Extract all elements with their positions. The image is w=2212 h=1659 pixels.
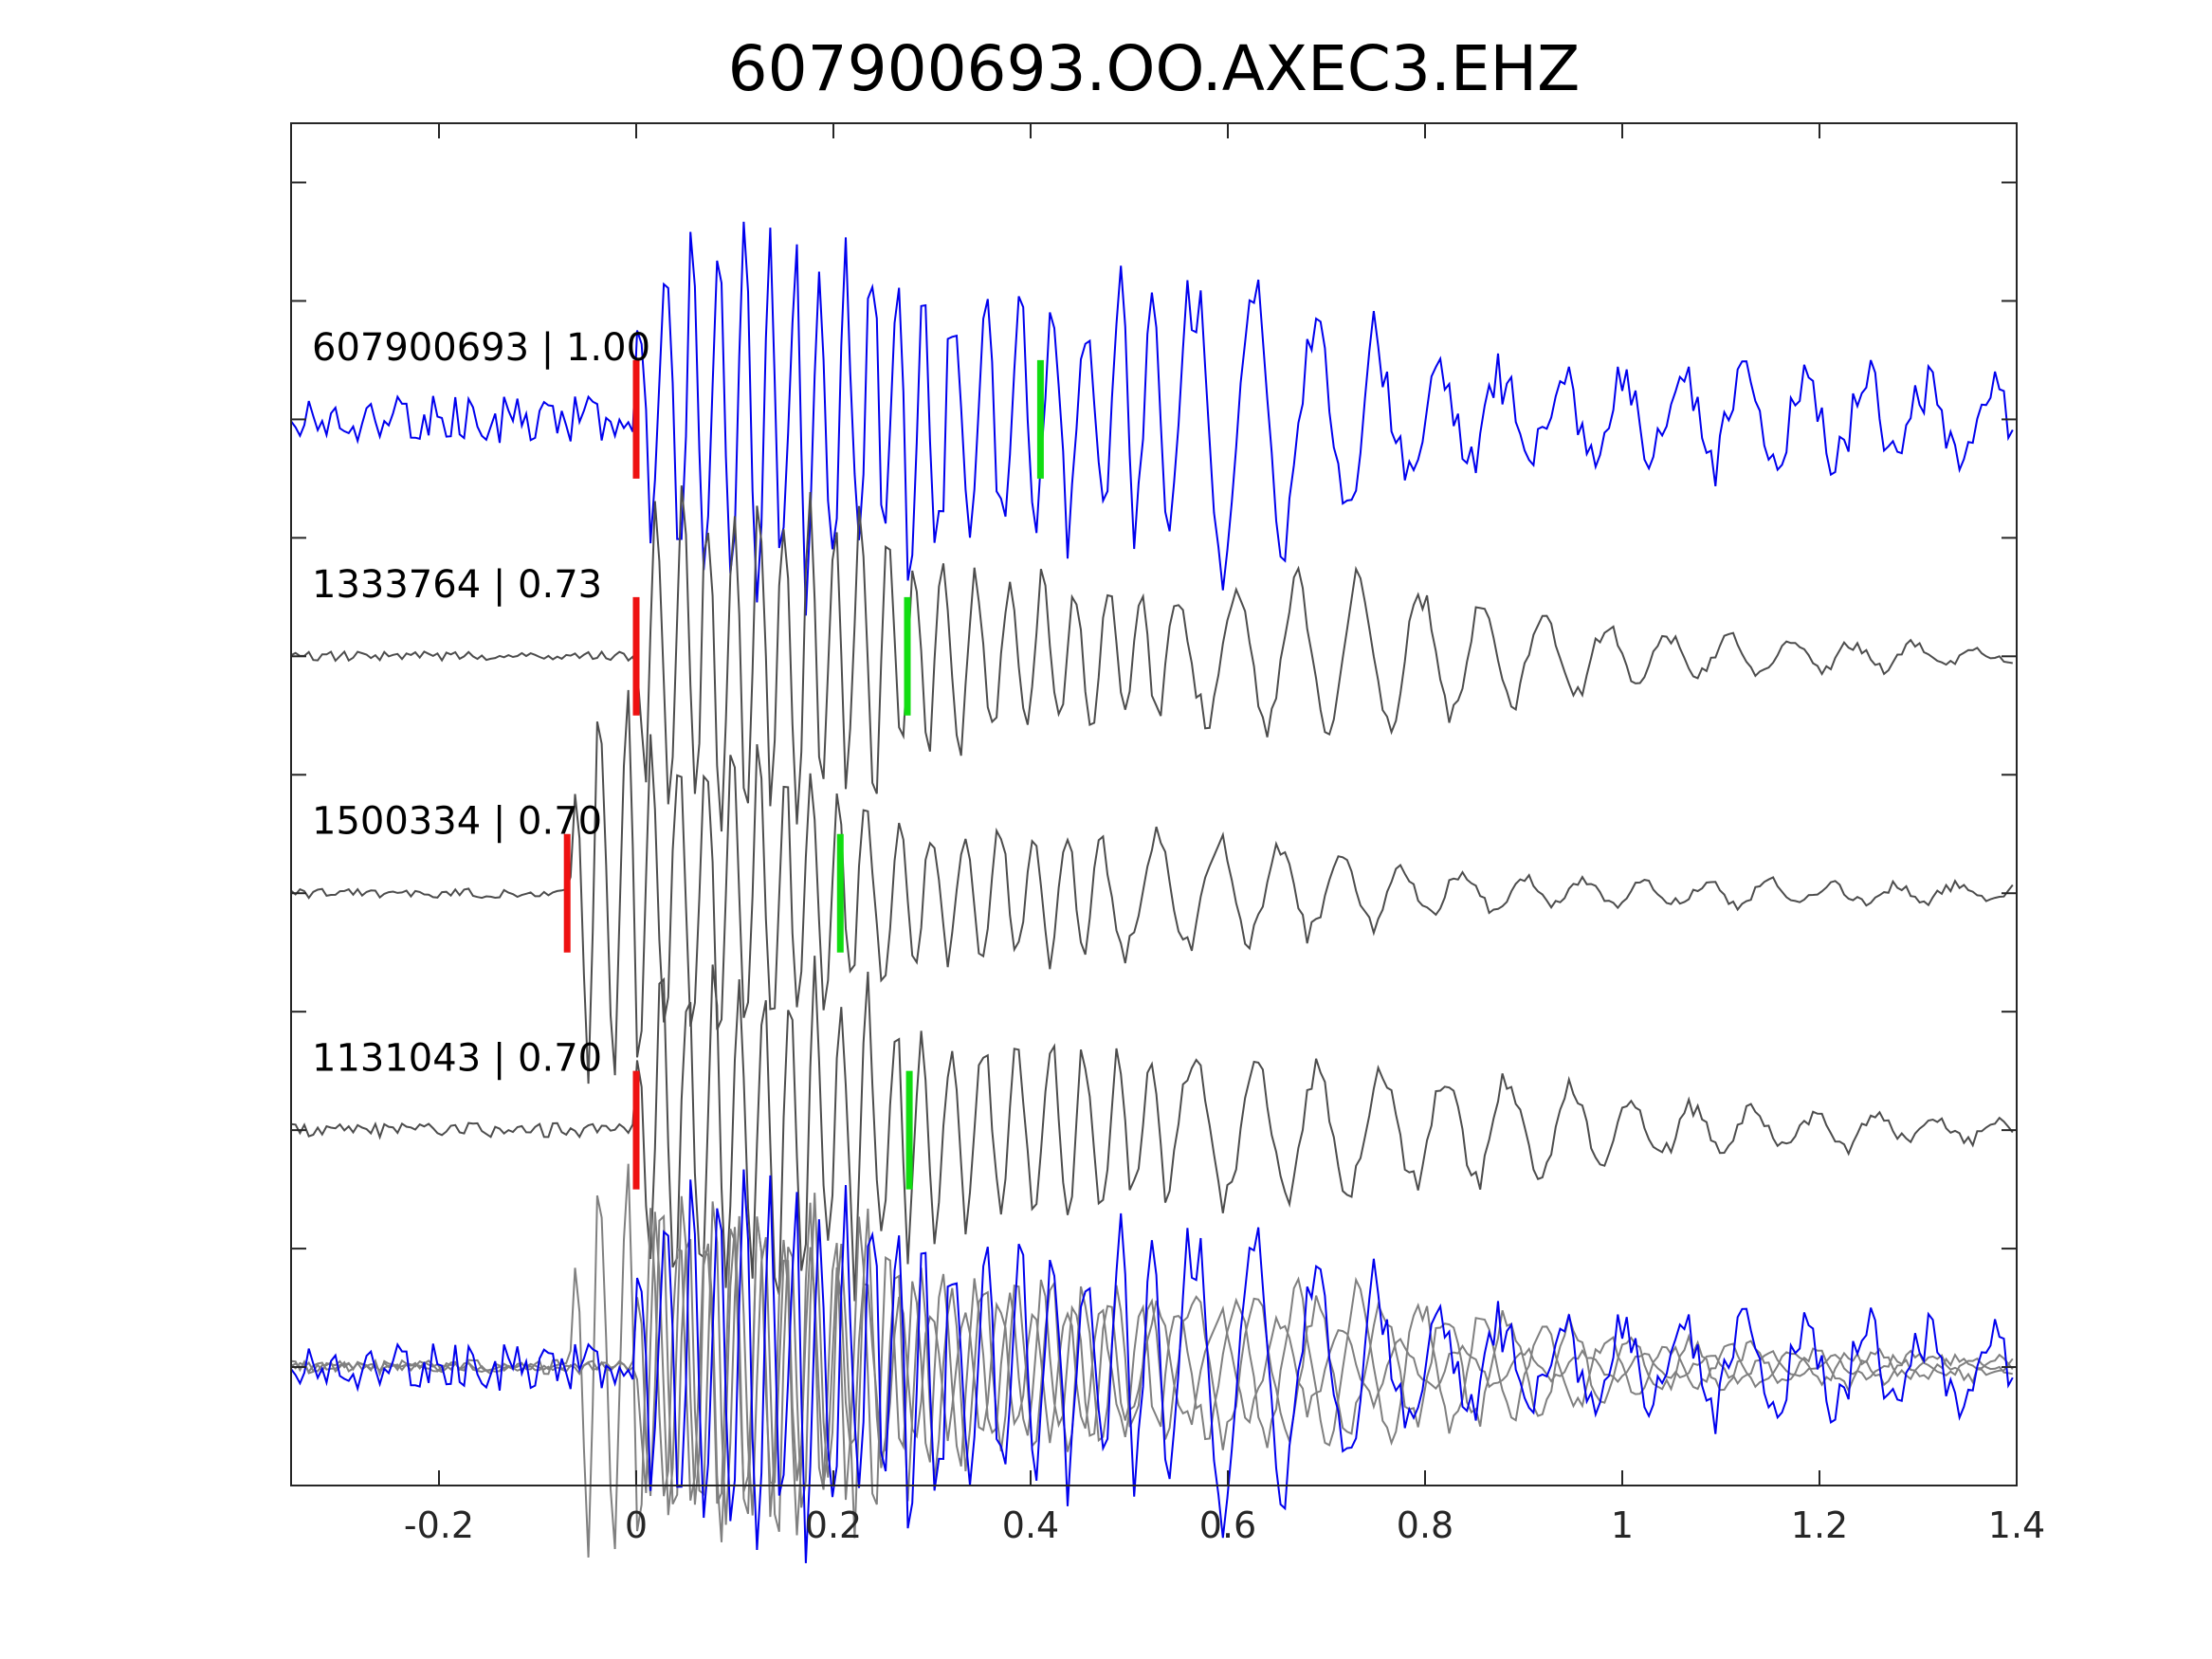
trace-label: 1131043 | 0.70 [312, 1037, 602, 1081]
trace-label: 1500334 | 0.70 [312, 800, 602, 844]
axis-ticks: -0.2 0 0.2 0.4 0.6 0.8 1 1.2 1.4 [291, 123, 2045, 1546]
x-tick-label: 0 [625, 1504, 648, 1546]
overlay-master-trace-line [290, 1169, 2014, 1563]
chart-title: 607900693.OO.AXEC3.EHZ [728, 32, 1581, 105]
overlay-trace-line [290, 1193, 2014, 1539]
x-tick-label: -0.2 [404, 1504, 474, 1546]
x-tick-label: 0.6 [1199, 1504, 1256, 1546]
trace-line [290, 689, 2014, 1085]
x-tick-label: 0.2 [805, 1504, 862, 1546]
trace-line [290, 485, 2013, 832]
x-tick-label: 0.4 [1002, 1504, 1059, 1546]
x-tick-label: 1 [1611, 1504, 1634, 1546]
x-tick-label: 0.8 [1397, 1504, 1453, 1546]
axes-frame [290, 122, 2018, 1486]
trace-label: 1333764 | 0.73 [312, 563, 602, 607]
trace-line [290, 956, 2014, 1302]
overlay-trace-line [290, 1195, 2013, 1542]
x-tick-label: 1.2 [1791, 1504, 1848, 1546]
traces [290, 221, 2014, 1563]
trace-labels: 607900693 | 1.00 1333764 | 0.73 1500334 | … [312, 326, 650, 1081]
trace-label: 607900693 | 1.00 [312, 326, 650, 370]
x-tick-label: 1.4 [1988, 1504, 2045, 1546]
picks [563, 359, 1044, 1190]
trace-line [290, 221, 2014, 616]
overlay-trace-line [290, 1163, 2014, 1558]
